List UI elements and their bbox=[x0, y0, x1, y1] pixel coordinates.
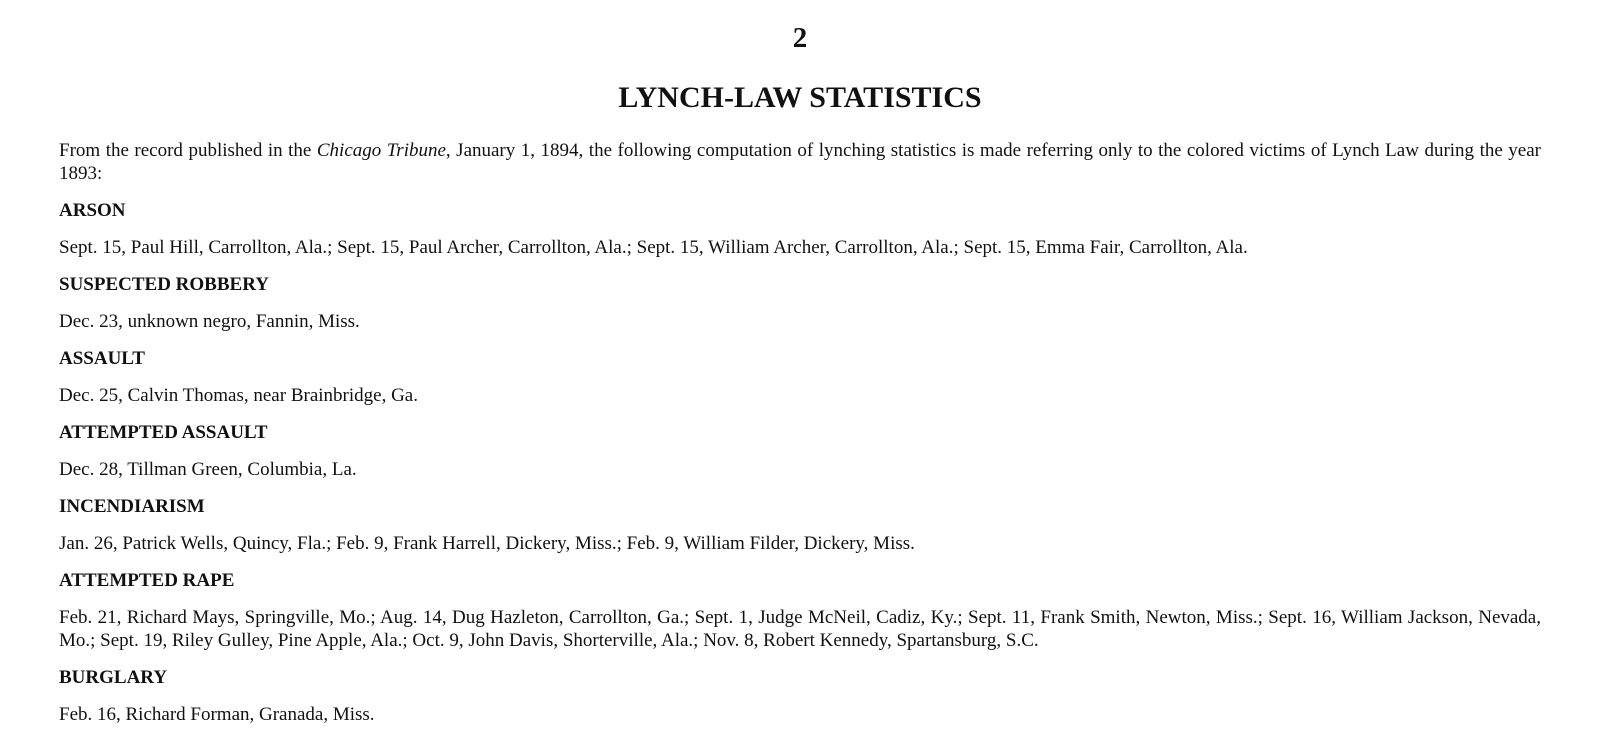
intro-paragraph: From the record published in the Chicago… bbox=[59, 139, 1541, 185]
section-heading: INCENDIARISM bbox=[59, 496, 205, 517]
section-heading: ATTEMPTED RAPE bbox=[59, 570, 235, 591]
page-number: 2 bbox=[792, 22, 808, 54]
section-text: Dec. 28, Tillman Green, Columbia, La. bbox=[59, 459, 357, 480]
section-suspected-robbery: SUSPECTED ROBBERY Dec. 23, unknown negro… bbox=[59, 273, 1541, 333]
intro-text-before: From the record published in the bbox=[59, 140, 317, 161]
section-burglary: BURGLARY Feb. 16, Richard Forman, Granad… bbox=[59, 666, 1541, 726]
page-title: LYNCH-LAW STATISTICS bbox=[618, 81, 982, 114]
section-heading: ARSON bbox=[59, 200, 126, 221]
section-text: Feb. 16, Richard Forman, Granada, Miss. bbox=[59, 704, 375, 725]
section-assault: ASSAULT Dec. 25, Calvin Thomas, near Bra… bbox=[59, 347, 1541, 407]
section-heading: ATTEMPTED ASSAULT bbox=[59, 422, 268, 443]
section-text: Sept. 15, Paul Hill, Carrollton, Ala.; S… bbox=[59, 237, 1248, 258]
section-heading: BURGLARY bbox=[59, 667, 168, 688]
section-incendiarism: INCENDIARISM Jan. 26, Patrick Wells, Qui… bbox=[59, 495, 1541, 555]
section-arson: ARSON Sept. 15, Paul Hill, Carrollton, A… bbox=[59, 199, 1541, 259]
document-body: From the record published in the Chicago… bbox=[59, 139, 1541, 726]
section-attempted-rape: ATTEMPTED RAPE Feb. 21, Richard Mays, Sp… bbox=[59, 569, 1541, 652]
section-text: Feb. 21, Richard Mays, Springville, Mo.;… bbox=[59, 607, 1541, 651]
section-text: Dec. 23, unknown negro, Fannin, Miss. bbox=[59, 311, 360, 332]
section-text: Dec. 25, Calvin Thomas, near Brainbridge… bbox=[59, 385, 418, 406]
intro-source-title: Chicago Tribune bbox=[316, 140, 446, 161]
section-heading: SUSPECTED ROBBERY bbox=[59, 274, 269, 295]
section-heading: ASSAULT bbox=[59, 348, 145, 369]
intro-text-after: , January 1, 1894, the following computa… bbox=[59, 140, 1541, 184]
section-attempted-assault: ATTEMPTED ASSAULT Dec. 28, Tillman Green… bbox=[59, 421, 1541, 481]
section-text: Jan. 26, Patrick Wells, Quincy, Fla.; Fe… bbox=[59, 533, 915, 554]
